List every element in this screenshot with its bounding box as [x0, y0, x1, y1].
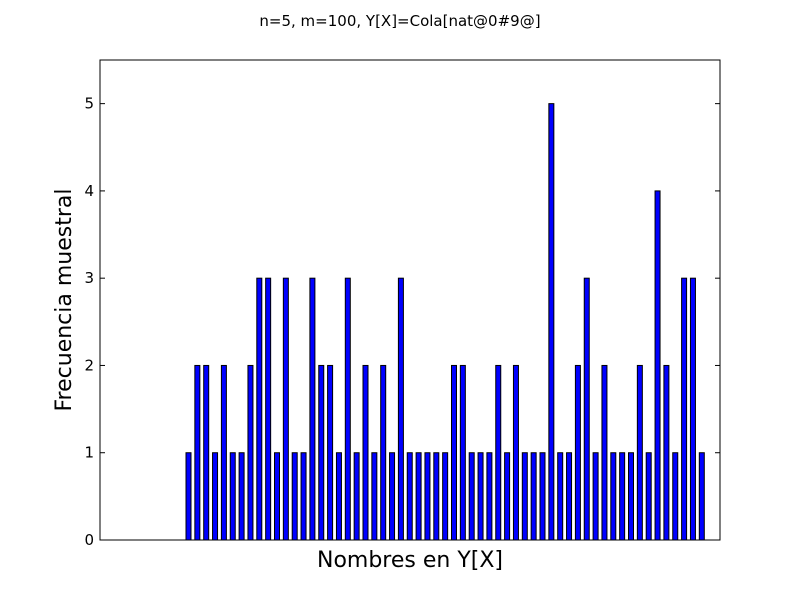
- bar: [220, 364, 227, 541]
- y-tick-label: 5: [84, 95, 94, 113]
- bar: [601, 364, 608, 541]
- bar: [194, 364, 201, 541]
- bar: [672, 452, 679, 541]
- bar: [628, 452, 634, 541]
- y-tick-label: 2: [84, 356, 94, 374]
- bar: [636, 364, 643, 541]
- bar: [318, 364, 325, 541]
- bar: [406, 452, 413, 541]
- bar: [229, 452, 236, 541]
- y-axis-ticks: 0 1 2 3 4 5: [84, 95, 720, 549]
- bar: [592, 452, 599, 541]
- bar: [256, 277, 263, 541]
- bar: [185, 452, 192, 541]
- bar: [424, 452, 431, 541]
- bar: [415, 452, 422, 541]
- bar: [619, 452, 626, 541]
- bar: [371, 452, 378, 541]
- bar: [442, 452, 449, 541]
- bar: [265, 277, 272, 541]
- bars-group: [185, 103, 705, 541]
- bar: [521, 452, 528, 541]
- bar: [566, 452, 573, 541]
- bar: [389, 452, 396, 541]
- bar: [247, 364, 254, 541]
- bar: [344, 277, 351, 541]
- bar: [459, 364, 466, 541]
- bar: [663, 364, 670, 541]
- bar: [681, 277, 688, 541]
- y-axis-label: Frecuencia muestral: [52, 189, 77, 412]
- bar: [353, 452, 360, 541]
- bar: [698, 452, 705, 541]
- y-tick-label: 3: [84, 269, 94, 287]
- bar: [574, 364, 581, 541]
- bar: [451, 364, 457, 541]
- bar: [274, 452, 280, 541]
- bar: [645, 452, 652, 541]
- bar: [512, 364, 519, 541]
- bar: [504, 452, 511, 541]
- y-tick-label: 0: [84, 531, 94, 549]
- bar: [495, 364, 502, 541]
- bar: [689, 277, 696, 541]
- bar: [433, 452, 440, 541]
- bar: [468, 452, 475, 541]
- y-tick-label: 4: [84, 182, 94, 200]
- bar: [282, 277, 289, 541]
- bar: [327, 364, 334, 541]
- bar: [557, 452, 564, 541]
- bar: [610, 452, 617, 541]
- bar: [380, 364, 387, 541]
- bar: [654, 190, 661, 541]
- bar: [335, 452, 342, 541]
- bar: [530, 452, 537, 541]
- bar: [583, 277, 590, 541]
- bar: [309, 277, 316, 541]
- y-tick-label: 1: [84, 444, 94, 462]
- x-axis-label: Nombres en Y[X]: [317, 548, 503, 573]
- bar: [212, 452, 219, 541]
- chart-title: n=5, m=100, Y[X]=Cola[nat@0#9@]: [259, 12, 540, 30]
- bar: [362, 364, 369, 541]
- plot-area-frame: [99, 59, 721, 541]
- bar: [539, 452, 546, 541]
- bar: [548, 103, 555, 541]
- bar: [397, 277, 404, 541]
- bar: [486, 452, 493, 541]
- bar: [291, 452, 298, 541]
- bar: [203, 364, 210, 541]
- bar: [300, 452, 307, 541]
- bar: [477, 452, 484, 541]
- bar: [238, 452, 245, 541]
